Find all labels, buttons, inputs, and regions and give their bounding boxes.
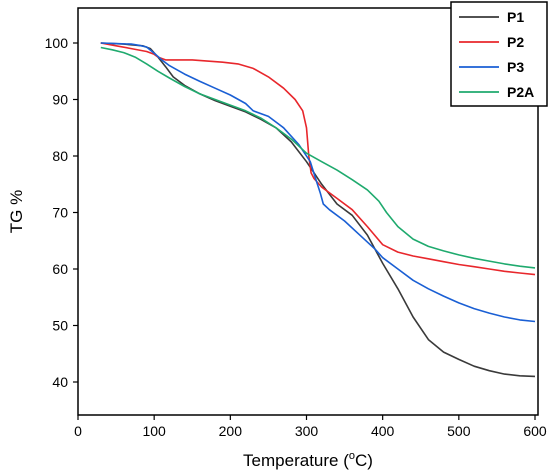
y-tick-label: 100: [45, 35, 69, 51]
y-axis: 40 50 60 70 80 90 100: [45, 35, 78, 390]
x-axis-title-text: Temperature (: [243, 451, 349, 470]
series-line-p2: [100, 42, 536, 276]
x-tick-label: 100: [142, 423, 166, 439]
x-tick-label: 600: [523, 423, 547, 439]
x-tick-label: 300: [295, 423, 319, 439]
x-tick-label: 500: [447, 423, 471, 439]
x-tick-label: 200: [219, 423, 243, 439]
legend: P1 P2 P3 P2A: [450, 1, 548, 107]
legend-label-p3: P3: [507, 59, 524, 75]
x-tick-label: 400: [371, 423, 395, 439]
legend-label-p2a: P2A: [507, 84, 534, 100]
y-tick-label: 80: [52, 148, 68, 164]
y-tick-label: 90: [52, 92, 68, 108]
y-tick-label: 60: [52, 261, 68, 277]
legend-label-p2: P2: [507, 34, 524, 50]
x-axis-title: Temperature (oC): [243, 450, 373, 470]
legend-box: [450, 1, 548, 107]
series-lines: [100, 42, 536, 378]
plot-area: [77, 7, 539, 416]
y-tick-label: 50: [52, 318, 68, 334]
x-axis: 0 100 200 300 400 500 600: [74, 415, 547, 439]
y-axis-title: TG %: [7, 190, 26, 233]
y-tick-label: 70: [52, 205, 68, 221]
series-line-p2a: [100, 46, 536, 269]
series-line-p3: [100, 42, 536, 323]
x-axis-title-superscript: o: [349, 450, 355, 462]
y-tick-label: 40: [52, 374, 68, 390]
x-tick-label: 0: [74, 423, 82, 439]
legend-label-p1: P1: [507, 9, 524, 25]
x-axis-title-suffix: C): [355, 451, 373, 470]
